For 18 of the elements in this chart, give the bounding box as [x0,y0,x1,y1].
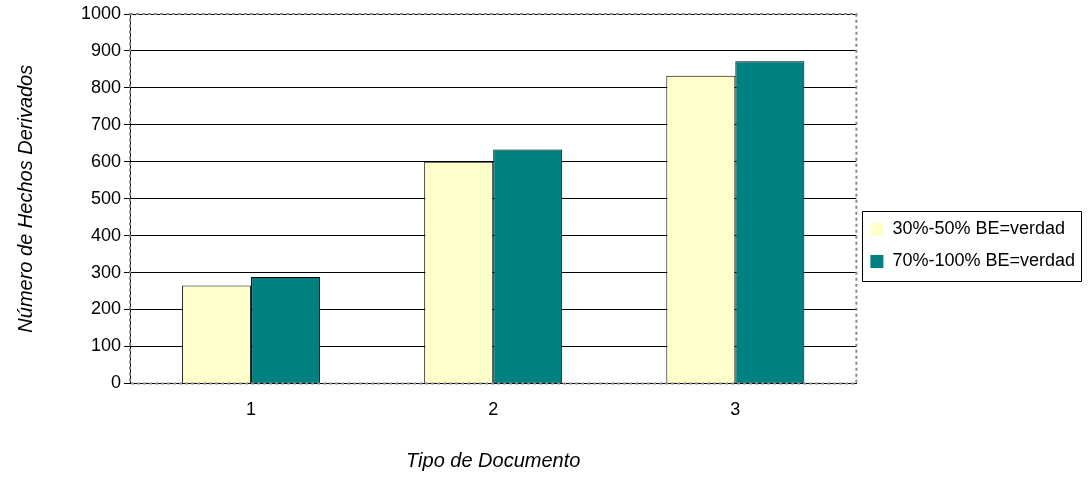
y-tick-label: 400 [91,224,122,245]
y-tick-label: 600 [91,150,122,171]
y-tick-label: 0 [111,372,122,393]
x-tick-label: 2 [488,399,499,420]
y-tick-label: 900 [91,39,122,60]
legend-label: 30%-50% BE=verdad [892,218,1065,239]
y-tick-label: 100 [91,335,122,356]
x-tick-label: 1 [246,399,257,420]
legend-label: 70%-100% BE=verdad [892,250,1076,271]
x-axis-title: Tipo de Documento [406,448,581,471]
y-tick-label: 300 [91,261,122,282]
y-tick-label: 700 [91,113,122,134]
y-tick-label: 800 [91,76,122,97]
y-tick-label: 200 [91,298,122,319]
y-tick-label: 1000 [81,2,122,23]
y-axis-title: Número de Hechos Derivados [13,64,36,333]
y-tick-label: 500 [91,187,122,208]
x-tick-label: 3 [730,399,741,420]
